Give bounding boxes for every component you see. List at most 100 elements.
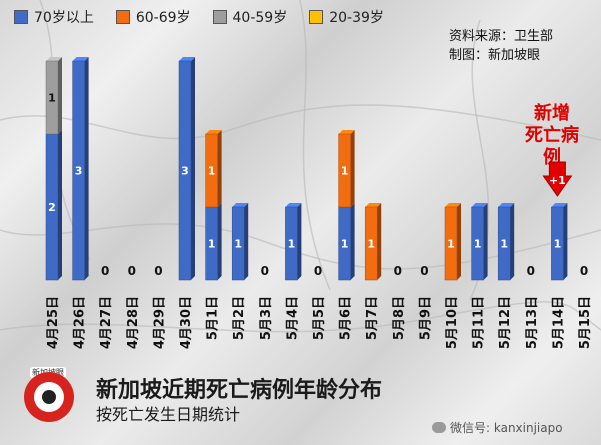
zero-label: 0 (101, 264, 109, 278)
legend-swatch-60-69 (115, 10, 130, 24)
x-tick-label: 4月25日 (46, 296, 61, 349)
zero-label: 0 (580, 264, 588, 278)
zero-label: 0 (261, 264, 269, 278)
legend: 70岁以上 60-69岁 40-59岁 20-39岁 (14, 7, 406, 27)
x-tick-label: 5月9日 (418, 296, 433, 340)
bar-side (350, 203, 355, 280)
bar-value-label: 3 (75, 165, 83, 178)
bar-side (217, 130, 222, 207)
bar-segment (285, 206, 298, 281)
callout-line-1: 新增 (534, 103, 570, 124)
legend-label-60-69: 60-69岁 (135, 10, 191, 26)
x-tick-label: 5月6日 (339, 296, 354, 340)
bar-top (285, 203, 302, 207)
credit-line: 制图：新加坡眼 (449, 48, 541, 63)
bar-value-label: 1 (288, 238, 296, 251)
marble-vein (299, 0, 331, 291)
bar-top (551, 203, 568, 207)
x-tick-label: 5月14日 (551, 296, 566, 349)
bar-value-label: 2 (48, 201, 56, 214)
bar-value-label: 1 (500, 238, 508, 251)
bar-top (205, 130, 222, 134)
logo-inner (34, 382, 64, 412)
x-tick-label: 5月8日 (392, 296, 407, 340)
x-tick-label: 5月3日 (259, 296, 274, 340)
bar-side (58, 57, 62, 134)
bar-segment (338, 133, 351, 208)
bar-side (350, 130, 355, 207)
bar-top (365, 203, 382, 207)
x-tick-label: 5月11日 (472, 296, 487, 349)
eye-icon (42, 390, 56, 404)
bar-segment (72, 60, 85, 281)
bar-segment (45, 60, 59, 135)
x-tick-label: 5月5日 (312, 296, 327, 340)
bar-side (217, 203, 222, 280)
bar-value-label: 1 (367, 238, 375, 251)
x-tick-label: 5月10日 (445, 296, 460, 349)
bar-top (338, 130, 355, 134)
legend-item-40-59: 40-59岁 (212, 7, 288, 27)
x-tick-label: 5月15日 (578, 296, 593, 349)
bar-value-label: 3 (181, 165, 189, 178)
source-line: 资料来源：卫生部 (449, 29, 554, 44)
x-tick-label: 4月27日 (99, 296, 114, 349)
marble-vein (0, 301, 601, 333)
x-tick-label: 4月28日 (126, 296, 141, 349)
bar-side (244, 203, 249, 280)
wechat-icon (432, 422, 446, 433)
wechat-id: 微信号: kanxinjiapo (432, 419, 563, 436)
bar-value-label: 1 (48, 92, 56, 105)
bar-segment (364, 206, 378, 281)
bar-segment (205, 133, 218, 208)
bar-top (445, 203, 461, 207)
bar-side (377, 203, 382, 280)
logo (24, 372, 74, 422)
callout-badge: +1 (549, 174, 566, 187)
bar-value-label: 1 (554, 238, 562, 251)
source-note: 资料来源：卫生部 制图：新加坡眼 (449, 27, 553, 65)
zero-label: 0 (128, 264, 136, 278)
legend-swatch-70plus (14, 10, 28, 24)
x-tick-label: 5月12日 (498, 296, 513, 349)
bar-value-label: 1 (208, 165, 216, 178)
chart-title: 新加坡近期死亡病例年龄分布 (96, 378, 383, 403)
bar-side (84, 57, 89, 280)
bar-segment (444, 206, 458, 281)
bar-top (232, 203, 249, 207)
legend-label-70plus: 70岁以上 (34, 10, 94, 26)
bar-value-label: 1 (474, 238, 482, 251)
bar-value-label: 1 (341, 165, 349, 178)
bar-segment (497, 206, 511, 281)
x-tick-label: 4月26日 (73, 296, 88, 349)
bar-side (510, 203, 515, 280)
bar-side (297, 203, 302, 280)
bar-side (58, 130, 62, 280)
legend-label-20-39: 20-39岁 (329, 10, 384, 26)
legend-swatch-40-59 (212, 10, 227, 24)
legend-item-70plus: 70岁以上 (14, 7, 94, 27)
x-tick-label: 5月2日 (232, 296, 247, 340)
x-tick-label: 5月7日 (365, 296, 380, 340)
bar-value-label: 1 (208, 238, 216, 251)
bar-top (498, 203, 515, 207)
bar-segment (551, 206, 564, 281)
zero-label: 0 (314, 264, 322, 278)
x-tick-label: 5月1日 (206, 296, 221, 340)
zero-label: 0 (527, 264, 535, 278)
x-tick-label: 4月30日 (179, 296, 194, 349)
bar-segment (178, 60, 192, 281)
zero-label: 0 (154, 264, 162, 278)
x-tick-label: 5月13日 (525, 296, 540, 349)
bar-value-label: 1 (341, 238, 349, 251)
chart-subtitle: 按死亡发生日期统计 (96, 405, 241, 424)
bar-top (179, 57, 195, 61)
x-tick-label: 4月29日 (152, 296, 167, 349)
bar-side (191, 57, 195, 280)
legend-label-40-59: 40-59岁 (232, 10, 288, 26)
legend-swatch-20-39 (309, 10, 324, 24)
legend-item-20-39: 20-39岁 (309, 7, 384, 27)
